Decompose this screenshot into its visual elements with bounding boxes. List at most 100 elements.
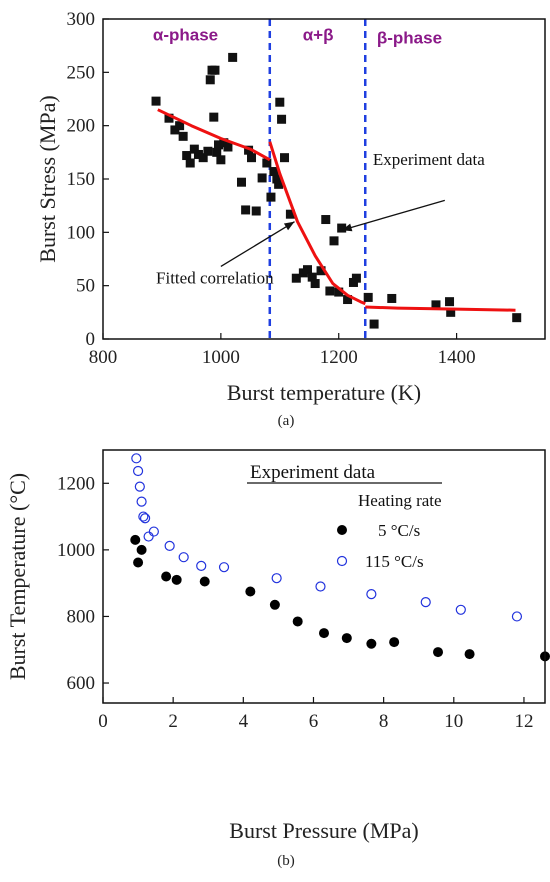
- data-point: [171, 574, 182, 585]
- y-tick-label: 600: [67, 673, 96, 694]
- data-point: [266, 192, 276, 202]
- data-point: [302, 265, 312, 275]
- legend-series-label: 115 °C/s: [365, 552, 424, 571]
- y-tick-label: 200: [67, 116, 96, 137]
- fitted-correlation-line: [365, 305, 516, 312]
- data-point: [138, 511, 149, 522]
- annotation-label: Fitted correlation: [156, 269, 274, 288]
- data-point: [366, 638, 377, 649]
- data-point: [132, 465, 144, 477]
- panel-a-ticks: 800 1000 1200 1400 0 50 100 150 200 250 300: [67, 9, 476, 368]
- panel-b-chart: 0 2 4 6 8 10 12 600 800 1000 1200 Experiment data H…: [5, 449, 550, 869]
- panel-a-caption: (a): [278, 413, 295, 429]
- panel-a-chart: α-phase α+β β-phase Experiment data Fitted c…: [35, 9, 546, 429]
- panel-b-ticks: 0 2 4 6 8 10 12 600 800 1000 1200: [57, 473, 533, 732]
- data-point: [209, 112, 219, 122]
- data-point: [445, 297, 455, 307]
- x-tick-label: 6: [309, 711, 319, 732]
- data-point: [262, 158, 272, 168]
- data-point: [139, 513, 151, 524]
- data-point: [136, 544, 147, 555]
- data-point: [196, 560, 207, 571]
- data-point: [389, 637, 400, 648]
- data-point: [257, 173, 267, 183]
- panel-a-plot-frame: [102, 18, 546, 340]
- data-point: [315, 581, 326, 592]
- panel-b-plot-frame: [102, 449, 546, 704]
- data-point: [218, 562, 230, 573]
- annotation-arrow: [220, 221, 295, 268]
- data-point: [210, 65, 220, 75]
- y-tick-label: 800: [67, 606, 96, 627]
- data-point: [203, 146, 213, 156]
- data-point: [307, 272, 317, 282]
- legend-marker: [336, 555, 348, 567]
- y-tick-label: 100: [67, 222, 96, 243]
- panel-b-legend: Experiment data Heating rate 5 °C/s 115 °C/…: [247, 462, 442, 571]
- data-point: [151, 96, 161, 106]
- x-tick-label: 0: [98, 711, 108, 732]
- legend-title: Experiment data: [250, 462, 376, 483]
- panel-b-x-axis-title: Burst Pressure (MPa): [229, 818, 418, 843]
- data-point: [269, 167, 279, 177]
- y-tick-label: 0: [86, 329, 96, 350]
- data-point: [182, 151, 192, 161]
- data-point: [337, 223, 347, 233]
- data-point: [310, 279, 320, 289]
- data-point: [199, 576, 210, 587]
- data-point: [319, 628, 329, 639]
- data-point: [223, 142, 233, 152]
- data-point: [291, 273, 301, 283]
- data-point: [245, 586, 256, 597]
- data-point: [170, 125, 180, 135]
- data-point: [228, 52, 238, 62]
- panel-a-y-axis-title: Burst Stress (MPa): [35, 95, 60, 262]
- data-point: [136, 496, 147, 507]
- data-point: [251, 206, 261, 216]
- data-point: [198, 153, 208, 163]
- y-tick-label: 250: [67, 62, 96, 83]
- x-tick-label: 1200: [320, 347, 358, 368]
- data-point: [214, 140, 224, 150]
- data-point: [272, 174, 282, 184]
- data-point: [351, 273, 361, 283]
- panel-b-caption: (b): [277, 853, 295, 869]
- data-point: [247, 153, 257, 163]
- data-point: [369, 319, 379, 329]
- phase-label: α+β: [303, 25, 334, 44]
- panel-a-x-axis-title: Burst temperature (K): [227, 380, 421, 405]
- panel-b-marks: [130, 453, 550, 662]
- data-point: [431, 300, 441, 310]
- x-tick-label: 2: [168, 711, 178, 732]
- panel-b-y-axis-title: Burst Temperature (°C): [5, 473, 30, 680]
- data-point: [433, 647, 444, 658]
- data-point: [343, 295, 353, 305]
- data-point: [216, 155, 226, 165]
- data-point: [244, 145, 254, 155]
- data-point: [464, 649, 475, 660]
- fitted-correlation-line: [157, 108, 271, 162]
- data-point: [285, 209, 295, 219]
- x-tick-label: 4: [239, 711, 249, 732]
- annotation-arrowhead: [283, 221, 295, 231]
- data-point: [366, 589, 377, 600]
- data-point: [130, 534, 141, 545]
- x-tick-label: 1400: [438, 347, 476, 368]
- data-point: [455, 604, 466, 615]
- x-tick-label: 8: [379, 711, 389, 732]
- annotation-label: Experiment data: [373, 150, 485, 169]
- fitted-correlation-line: [268, 141, 366, 306]
- data-point: [292, 616, 303, 627]
- data-point: [334, 287, 344, 297]
- data-point: [133, 557, 144, 568]
- data-point: [363, 292, 373, 302]
- data-point: [164, 540, 175, 551]
- data-point: [148, 526, 159, 537]
- data-point: [175, 121, 185, 131]
- annotation-arrow: [341, 199, 445, 231]
- data-point: [193, 149, 203, 159]
- phase-label: α-phase: [153, 25, 218, 44]
- data-point: [321, 215, 331, 225]
- data-point: [212, 147, 222, 157]
- legend-marker: [337, 525, 347, 535]
